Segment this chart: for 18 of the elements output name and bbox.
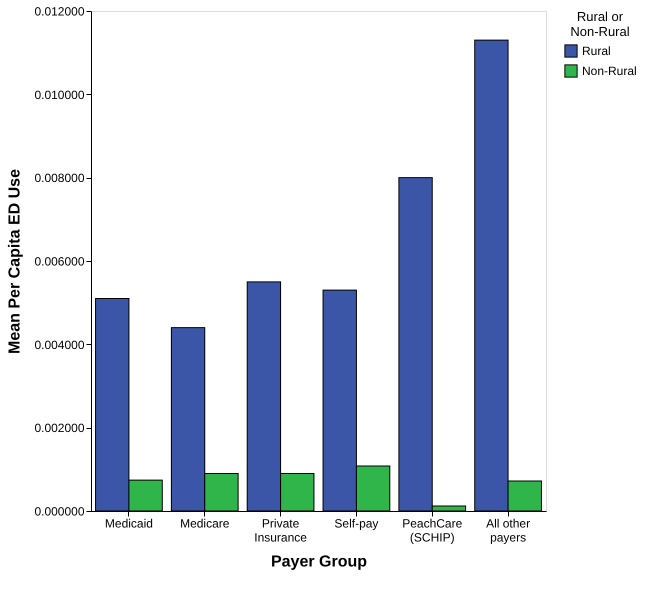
x-tick-label: Self-pay xyxy=(334,516,378,530)
legend-label: Non-Rural xyxy=(582,64,637,78)
x-tick-label: Medicare xyxy=(180,516,230,530)
x-tick-label: All other payers xyxy=(486,516,530,544)
y-tick-label: 0.012000 xyxy=(34,4,85,18)
y-tick-label: 0.000000 xyxy=(34,504,85,518)
y-tick-label: 0.006000 xyxy=(34,254,85,268)
y-tick-label: 0.010000 xyxy=(34,88,85,102)
legend-title: Rural or Non-Rural xyxy=(570,9,630,39)
x-tick-label: Private Insurance xyxy=(254,516,308,544)
x-tick-label: Medicaid xyxy=(104,516,153,530)
y-tick-label: 0.004000 xyxy=(34,338,85,352)
y-axis-title: Mean Per Capita ED Use xyxy=(6,168,24,354)
x-tick-label: PeachCare (SCHIP) xyxy=(402,516,463,544)
y-tick-label: 0.008000 xyxy=(34,171,85,186)
legend-label: Rural xyxy=(582,44,611,58)
x-axis-title: Payer Group xyxy=(270,554,368,570)
y-tick-label: 0.002000 xyxy=(34,421,85,436)
